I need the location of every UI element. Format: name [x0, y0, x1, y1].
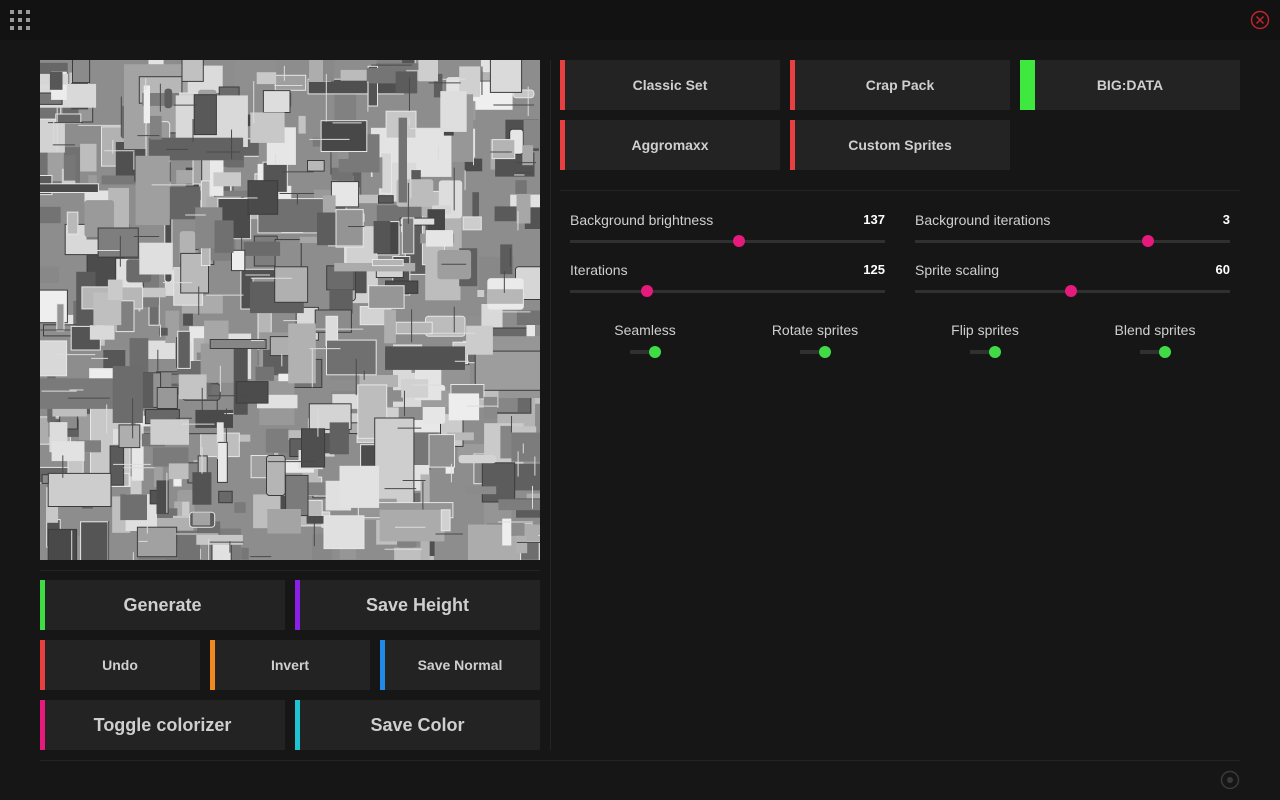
slider-label: Background iterations	[915, 212, 1051, 228]
save-color-stripe	[295, 700, 300, 750]
slider-value: 137	[863, 212, 885, 227]
sprite-set-big-data-button[interactable]: BIG:DATA	[1020, 60, 1240, 110]
toggle-knob[interactable]	[649, 346, 661, 358]
generate-stripe	[40, 580, 45, 630]
divider	[560, 190, 1240, 191]
texture-preview	[40, 60, 540, 560]
slider-thumb[interactable]	[733, 235, 746, 247]
toggle-label: Seamless	[614, 322, 676, 338]
toggle-knob[interactable]	[989, 346, 1001, 358]
blend-sprites-toggle: Blend sprites	[1070, 322, 1240, 362]
toggle-label: Rotate sprites	[771, 322, 859, 338]
flip-sprites-toggle: Flip sprites	[900, 322, 1070, 362]
toggle-colorizer-stripe	[40, 700, 45, 750]
record-icon[interactable]	[1220, 770, 1240, 790]
toggle-label: Blend sprites	[1114, 322, 1196, 338]
slider-value: 60	[1215, 262, 1230, 277]
save-normal-button[interactable]: Save Normal	[380, 640, 540, 690]
invert-stripe	[210, 640, 215, 690]
grid-menu-icon[interactable]	[10, 10, 30, 30]
slider-label: Iterations	[570, 262, 628, 278]
rotate-sprites-switch[interactable]	[800, 346, 831, 358]
sprite-set-stripe	[560, 60, 565, 110]
sprite-set-stripe	[790, 120, 795, 170]
iterations-slider: Iterations 125	[570, 262, 885, 302]
undo-stripe	[40, 640, 45, 690]
divider	[40, 760, 1240, 761]
save-normal-stripe	[380, 640, 385, 690]
slider-track[interactable]	[570, 235, 885, 247]
save-color-button[interactable]: Save Color	[295, 700, 540, 750]
rotate-sprites-toggle: Rotate sprites	[730, 322, 900, 362]
slider-track[interactable]	[915, 235, 1230, 247]
seamless-toggle: Seamless	[560, 322, 730, 362]
slider-thumb[interactable]	[1142, 235, 1155, 247]
toggle-label: Flip sprites	[951, 322, 1019, 338]
background-brightness-slider: Background brightness 137	[570, 212, 885, 252]
seamless-switch[interactable]	[630, 346, 661, 358]
sprite-set-custom-button[interactable]: Custom Sprites	[790, 120, 1010, 170]
undo-button[interactable]: Undo	[40, 640, 200, 690]
sprite-set-stripe	[560, 120, 565, 170]
top-bar	[0, 0, 1280, 40]
save-height-stripe	[295, 580, 300, 630]
save-height-button[interactable]: Save Height	[295, 580, 540, 630]
invert-button[interactable]: Invert	[210, 640, 370, 690]
slider-thumb[interactable]	[1064, 285, 1077, 297]
sprite-set-aggromaxx-button[interactable]: Aggromaxx	[560, 120, 780, 170]
close-icon[interactable]	[1250, 10, 1270, 30]
slider-thumb[interactable]	[641, 285, 654, 297]
slider-value: 125	[863, 262, 885, 277]
sprite-set-stripe	[1020, 60, 1035, 110]
slider-value: 3	[1222, 212, 1230, 227]
slider-label: Background brightness	[570, 212, 714, 228]
flip-sprites-switch[interactable]	[970, 346, 1001, 358]
toggle-knob[interactable]	[1159, 346, 1171, 358]
generate-button[interactable]: Generate	[40, 580, 285, 630]
divider	[550, 60, 551, 750]
slider-track[interactable]	[570, 285, 885, 297]
blend-sprites-switch[interactable]	[1140, 346, 1171, 358]
sprite-set-stripe	[790, 60, 795, 110]
sprite-scaling-slider: Sprite scaling 60	[915, 262, 1230, 302]
slider-label: Sprite scaling	[915, 262, 1000, 278]
background-iterations-slider: Background iterations 3	[915, 212, 1230, 252]
toggle-colorizer-button[interactable]: Toggle colorizer	[40, 700, 285, 750]
sprite-set-crap-pack-button[interactable]: Crap Pack	[790, 60, 1010, 110]
texture-preview-image	[40, 60, 540, 560]
toggle-knob[interactable]	[819, 346, 831, 358]
divider	[40, 570, 540, 571]
slider-track[interactable]	[915, 285, 1230, 297]
sprite-set-classic-button[interactable]: Classic Set	[560, 60, 780, 110]
